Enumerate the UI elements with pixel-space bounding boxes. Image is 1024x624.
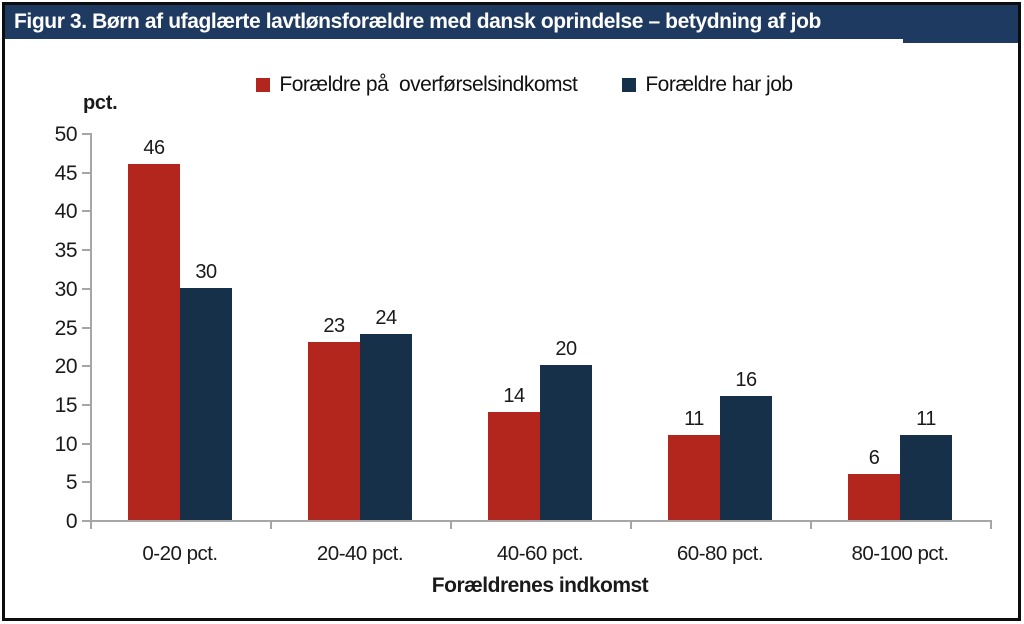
bar-value-label: 23 [323, 315, 345, 337]
bar-value-label: 11 [684, 408, 704, 430]
y-tick-label: 15 [54, 393, 78, 417]
bar-value-label: 46 [143, 137, 165, 159]
bar-value-label: 14 [503, 385, 525, 407]
bar-series1-group5 [848, 474, 900, 520]
y-tick-mark [82, 365, 90, 368]
bar-series1-group4 [668, 435, 720, 520]
y-tick-label: 30 [54, 277, 78, 301]
y-tick-mark [82, 249, 90, 252]
y-tick-label: 5 [65, 471, 78, 495]
bar-value-label: 20 [555, 338, 577, 360]
legend-label-overfoerselsindkomst: Forældre på overførselsindkomst [279, 73, 578, 96]
y-tick-mark [82, 171, 90, 174]
x-category-label: 0-20 pct. [142, 542, 218, 565]
y-tick-mark [82, 520, 90, 522]
bar-series2-group5 [900, 435, 952, 520]
bar-value-label: 16 [735, 369, 757, 391]
bar-series2-group4 [720, 396, 772, 520]
y-tick-mark [82, 403, 90, 406]
x-category-label: 40-60 pct. [496, 542, 584, 565]
figure-canvas: Figur 3. Børn af ufaglærte lavtlønsforæl… [5, 5, 1018, 618]
x-axis-title: Forældrenes indkomst [431, 574, 649, 597]
x-tick-mark [90, 522, 92, 529]
y-tick-label: 50 [54, 123, 78, 146]
legend-swatch-navy-icon [622, 78, 637, 92]
legend-swatch-red-icon [256, 78, 271, 92]
y-tick-mark [82, 133, 90, 135]
bar-series1-group1 [128, 164, 180, 520]
bar-series2-group2 [360, 334, 412, 520]
y-axis-line [90, 133, 92, 522]
legend: Forældre på overførselsindkomst Forældre… [5, 71, 1018, 99]
y-axis-unit-label: pct. [83, 92, 118, 114]
bar-value-label: 30 [195, 261, 217, 283]
y-tick-mark [82, 287, 90, 290]
y-tick-mark [82, 210, 90, 213]
x-tick-mark [630, 522, 632, 529]
x-category-label: 20-40 pct. [316, 542, 404, 565]
figure-title: Figur 3. Børn af ufaglærte lavtlønsforæl… [14, 10, 821, 33]
x-tick-mark [270, 522, 272, 529]
bar-series1-group2 [308, 342, 360, 520]
x-tick-mark [990, 522, 992, 529]
legend-label-har-job: Forældre har job [645, 73, 793, 96]
x-category-label: 60-80 pct. [676, 542, 764, 565]
x-tick-mark [810, 522, 812, 529]
y-tick-label: 45 [54, 161, 78, 185]
x-axis-line [88, 520, 992, 522]
bar-series2-group1 [180, 288, 232, 520]
bar-series1-group3 [488, 412, 540, 520]
y-tick-mark [82, 481, 90, 484]
figure-title-bar: Figur 3. Børn af ufaglærte lavtlønsforæl… [5, 5, 1018, 39]
y-tick-label: 25 [54, 316, 78, 340]
y-tick-label: 20 [54, 355, 78, 379]
y-tick-mark [82, 326, 90, 329]
x-category-label: 80-100 pct. [851, 542, 949, 565]
y-tick-label: 0 [65, 510, 78, 533]
bar-value-label: 11 [916, 408, 936, 430]
bar-series2-group3 [540, 365, 592, 520]
title-bar-shadow [903, 39, 1018, 43]
bar-value-label: 24 [375, 307, 397, 329]
legend-item-overfoerselsindkomst: Forældre på overførselsindkomst [256, 73, 578, 97]
y-tick-mark [82, 442, 90, 445]
x-tick-mark [450, 522, 452, 529]
y-tick-label: 35 [54, 239, 78, 263]
y-tick-label: 10 [54, 432, 78, 456]
y-tick-label: 40 [54, 200, 78, 224]
legend-item-har-job: Forældre har job [622, 73, 793, 97]
bar-value-label: 6 [868, 447, 880, 469]
